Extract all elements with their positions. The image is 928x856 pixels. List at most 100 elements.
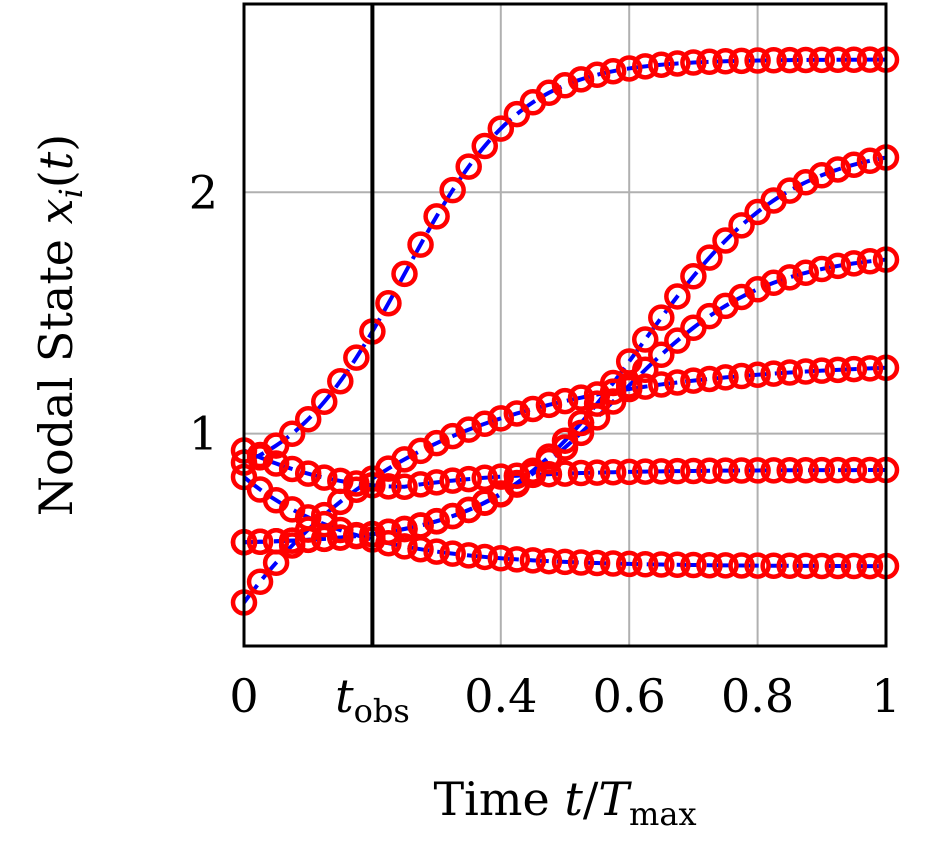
series-4-marker — [632, 373, 659, 400]
series-5-marker — [487, 463, 515, 490]
series-2-marker — [712, 227, 739, 254]
series-3-marker — [391, 515, 418, 543]
series-4-marker — [744, 361, 771, 389]
series-4-marker — [294, 516, 322, 543]
series-5-marker — [471, 464, 498, 492]
series-4-marker — [519, 395, 547, 423]
plot-frame — [242, 2, 888, 648]
series-4-marker — [262, 549, 290, 577]
series-4-marker — [278, 532, 306, 559]
series-2-marker — [840, 151, 868, 178]
series-6-marker — [471, 543, 498, 571]
x-tick-label: tobs — [335, 669, 410, 730]
series-6-marker — [728, 552, 755, 579]
series-5-marker — [278, 455, 306, 483]
series-6-marker — [632, 551, 659, 578]
series-1-marker — [824, 46, 852, 74]
series-3-marker — [567, 419, 595, 447]
series-3-marker — [664, 327, 691, 354]
series-6-marker — [648, 551, 675, 578]
y-label-var: x — [29, 198, 83, 224]
series-1-marker — [792, 46, 819, 74]
series-3-marker — [808, 255, 836, 283]
series-6-marker — [551, 548, 579, 576]
series-5-marker — [776, 457, 803, 484]
series-2-marker — [680, 263, 707, 290]
series-1-marker — [294, 406, 322, 433]
series-5-marker — [327, 467, 354, 495]
series-5-marker — [680, 457, 707, 485]
series-1-marker — [487, 115, 515, 142]
series-2-marker — [696, 244, 723, 271]
series-1-marker — [583, 61, 611, 89]
series-1-marker — [375, 289, 402, 317]
y-label-sub: i — [52, 188, 90, 198]
series-2-marker — [632, 326, 659, 353]
series-5-marker — [664, 457, 691, 485]
series-5-marker — [648, 458, 675, 485]
series-6-marker — [824, 552, 852, 580]
series-5-marker — [375, 473, 402, 500]
series-1-marker — [760, 47, 787, 74]
series-1-marker — [808, 46, 836, 74]
series-4-marker — [712, 364, 739, 391]
x-tick-label: 1 — [871, 669, 900, 723]
y-axis-label: Nodal State xi(t) — [29, 134, 90, 517]
series-3-marker — [632, 356, 659, 384]
series-1-marker — [391, 260, 418, 288]
series-1-marker — [776, 46, 803, 74]
series-5-marker — [840, 456, 868, 484]
y-label-t: t — [29, 151, 83, 170]
series-2-marker — [856, 147, 884, 175]
series-line-1 — [243, 57, 887, 465]
x-tick-label: 0.6 — [593, 669, 666, 723]
series-1-marker — [278, 420, 306, 447]
series-1-marker — [615, 55, 643, 82]
series-5-marker — [455, 465, 482, 493]
series-4-marker — [856, 355, 884, 382]
x-label-var: t — [564, 772, 583, 826]
series-6-marker — [439, 540, 466, 567]
series-6-marker — [840, 552, 868, 580]
series-5-marker — [567, 459, 595, 487]
x-tick-labels: 0 tobs 0.4 0.6 0.8 1 — [229, 669, 900, 730]
series-6-marker — [567, 549, 595, 576]
series-4-marker — [615, 375, 643, 403]
series-3-marker — [744, 276, 771, 303]
series-3-marker — [760, 269, 787, 297]
series-4-marker — [696, 365, 723, 393]
series-4-marker — [680, 367, 707, 394]
series-3-marker — [856, 248, 884, 275]
series-4-marker — [246, 568, 274, 596]
series-3-marker — [246, 528, 274, 556]
series-5-marker — [728, 457, 755, 484]
series-1-marker — [856, 46, 884, 73]
series-2-marker — [728, 212, 755, 239]
series-1-marker — [551, 72, 579, 99]
series-5-marker — [439, 467, 466, 494]
series-2-marker — [567, 409, 595, 437]
x-tick-label: 0.4 — [464, 669, 537, 723]
series-6-marker — [760, 552, 787, 579]
series-5-marker — [246, 444, 274, 471]
series-5-marker — [615, 458, 643, 486]
series-4-marker — [423, 429, 450, 457]
series-5-marker — [407, 471, 434, 498]
x-tick-label: 0.8 — [721, 669, 794, 723]
y-tick-labels: 12 — [189, 165, 218, 460]
series-5-marker — [423, 469, 450, 496]
series-4-marker — [648, 371, 675, 398]
x-label-prefix: Time — [433, 772, 564, 826]
series-4-marker — [487, 405, 515, 432]
y-label-paren-open: ( — [29, 170, 83, 188]
series-5-marker — [583, 459, 611, 486]
series-3-marker — [439, 502, 466, 530]
series-1-marker — [439, 176, 466, 204]
series-1-marker — [728, 47, 755, 75]
series-4-marker — [664, 369, 691, 396]
series-6-marker — [712, 552, 739, 579]
series-5-marker — [744, 457, 771, 484]
y-label-prefix: Nodal State — [29, 224, 83, 516]
series-4-marker — [567, 384, 595, 411]
series-3-marker — [840, 250, 868, 277]
